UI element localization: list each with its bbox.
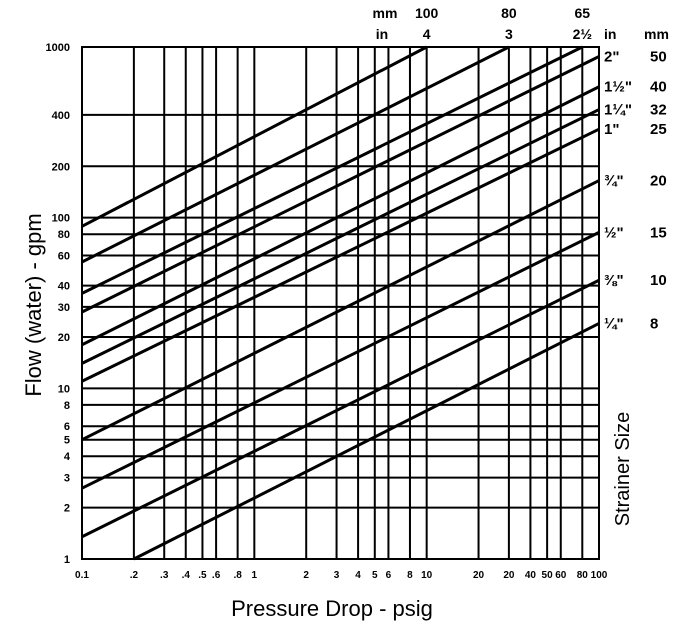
x-tick-label: 10 <box>421 570 433 581</box>
strainer-curve <box>133 322 600 561</box>
y-tick-label: 30 <box>58 302 70 314</box>
x-axis-title: Pressure Drop - psig <box>231 596 433 621</box>
right-mm-label: 25 <box>650 121 667 138</box>
x-tick-label: .6 <box>212 570 221 581</box>
right-in-label: 1" <box>604 121 619 138</box>
y-tick-label: 8 <box>64 400 70 412</box>
right-mm-header: mm <box>644 26 669 42</box>
top-in-label: 4 <box>423 26 431 42</box>
right-mm-label: 50 <box>650 48 667 65</box>
strainer-curve <box>81 108 600 365</box>
right-mm-label: 32 <box>650 102 667 119</box>
x-tick-label: 20 <box>473 570 485 581</box>
y-tick-label: 100 <box>52 213 70 225</box>
top-in-header: in <box>376 26 388 42</box>
x-tick-label: 5 <box>372 570 378 581</box>
x-tick-label: .3 <box>160 570 169 581</box>
strainer-curve <box>81 127 600 383</box>
y-tick-label: 6 <box>64 421 70 433</box>
right-axis-labels: in mm 2" 50 1½" 40 1¼" 32 1" 25 ¾" 20 ½" 15 ⅜" 10 ¼" 8 <box>604 26 669 332</box>
strainer-curve <box>81 45 510 264</box>
right-in-header: in <box>604 26 616 42</box>
x-tick-label: 80 <box>577 570 589 581</box>
y-tick-label: 2 <box>64 503 70 515</box>
x-tick-label: 2 <box>303 570 309 581</box>
x-tick-label: .8 <box>233 570 242 581</box>
right-in-label: 2" <box>604 48 619 65</box>
x-tick-label: 50 <box>542 570 554 581</box>
right-in-label: ½" <box>604 224 624 241</box>
x-tick-label: 40 <box>525 570 537 581</box>
x-tick-label: .2 <box>130 570 139 581</box>
y-tick-label: 3 <box>64 473 70 485</box>
strainer-curves <box>81 45 600 561</box>
x-tick-label: 3 <box>334 570 340 581</box>
x-tick-label: 60 <box>555 570 567 581</box>
right-in-label: 1¼" <box>604 102 632 119</box>
y-tick-label: 10 <box>58 383 70 395</box>
y-tick-label: 4 <box>64 451 71 463</box>
strainer-curve <box>81 179 600 442</box>
y-tick-label: 400 <box>52 110 70 122</box>
top-mm-label: 80 <box>501 5 517 21</box>
top-in-label: 2½ <box>573 26 593 42</box>
y-tick-label: 40 <box>58 281 70 293</box>
x-tick-label: 20 <box>503 570 515 581</box>
x-tick-label: .4 <box>182 570 191 581</box>
top-mm-header: mm <box>373 5 398 21</box>
x-tick-labels: 0.1 .2 .3 .4 .5 .6 .8 1 2 3 4 5 6 8 10 20 20 40 50 60 80 100 <box>75 570 608 581</box>
strainer-curve <box>81 85 600 347</box>
y-axis-title: Flow (water) - gpm <box>21 213 46 396</box>
right-mm-label: 20 <box>650 173 667 190</box>
right-mm-label: 10 <box>650 272 667 289</box>
x-tick-label: 8 <box>407 570 413 581</box>
strainer-curve <box>81 231 600 490</box>
strainer-curve <box>81 55 600 314</box>
right-mm-label: 8 <box>650 315 658 332</box>
right-in-label: ¾" <box>604 173 624 190</box>
y-tick-label: 60 <box>58 251 70 263</box>
y-tick-label: 200 <box>52 161 70 173</box>
strainer-curve <box>81 45 428 228</box>
right-in-label: 1½" <box>604 79 632 96</box>
strainer-size-label: Strainer Size <box>612 412 634 527</box>
strainer-curve <box>81 278 600 539</box>
x-tick-label: 0.1 <box>75 570 89 581</box>
right-mm-label: 15 <box>650 224 667 241</box>
right-mm-label: 40 <box>650 79 667 96</box>
y-tick-label: 1000 <box>46 42 70 54</box>
x-tick-label: 6 <box>386 570 392 581</box>
x-tick-label: 4 <box>355 570 361 581</box>
y-tick-labels: 1 2 3 4 5 6 8 10 20 30 40 60 80 100 200 400 1000 <box>46 42 71 566</box>
top-mm-label: 65 <box>575 5 591 21</box>
y-tick-label: 5 <box>64 435 70 447</box>
top-axis-labels: mm in 100 4 80 3 65 2½ <box>373 5 593 42</box>
strainer-curve <box>81 45 583 295</box>
y-tick-label: 1 <box>64 554 70 566</box>
right-in-label: ⅜" <box>604 272 624 289</box>
y-tick-label: 80 <box>58 229 70 241</box>
x-tick-label: 100 <box>591 570 608 581</box>
x-tick-label: 1 <box>252 570 258 581</box>
top-in-label: 3 <box>505 26 513 42</box>
plot-frame <box>81 46 600 560</box>
top-mm-label: 100 <box>415 5 439 21</box>
x-tick-label: .5 <box>198 570 207 581</box>
y-tick-label: 20 <box>58 332 70 344</box>
right-in-label: ¼" <box>604 315 624 332</box>
